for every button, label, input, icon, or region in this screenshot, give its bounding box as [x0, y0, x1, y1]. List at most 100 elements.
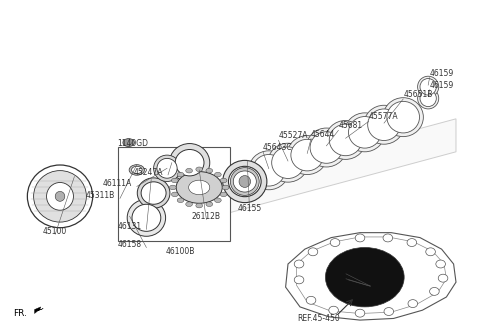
Polygon shape [35, 307, 43, 314]
Ellipse shape [383, 234, 393, 242]
Ellipse shape [438, 274, 448, 282]
Text: 45644: 45644 [311, 130, 336, 139]
Ellipse shape [123, 139, 134, 147]
Text: FR.: FR. [13, 309, 27, 317]
Ellipse shape [230, 168, 259, 195]
Ellipse shape [47, 182, 73, 210]
Text: 45651B: 45651B [403, 90, 432, 99]
Ellipse shape [418, 76, 439, 97]
Text: 26112B: 26112B [192, 212, 221, 221]
Ellipse shape [35, 172, 85, 221]
Ellipse shape [28, 166, 92, 227]
Ellipse shape [177, 172, 184, 177]
Ellipse shape [215, 198, 221, 203]
Ellipse shape [329, 306, 338, 314]
Ellipse shape [252, 154, 285, 186]
Ellipse shape [294, 276, 304, 284]
Ellipse shape [30, 168, 90, 225]
Ellipse shape [426, 248, 435, 256]
Ellipse shape [141, 182, 166, 204]
Ellipse shape [294, 260, 304, 268]
Ellipse shape [127, 199, 166, 236]
Ellipse shape [206, 202, 213, 207]
Ellipse shape [418, 88, 439, 109]
Ellipse shape [330, 239, 340, 247]
Text: 46155: 46155 [238, 204, 262, 213]
Ellipse shape [55, 191, 65, 201]
Ellipse shape [132, 204, 161, 231]
Text: 1140GD: 1140GD [118, 139, 149, 148]
Ellipse shape [228, 166, 261, 197]
Ellipse shape [272, 147, 304, 179]
Ellipse shape [220, 178, 227, 183]
Ellipse shape [408, 300, 418, 308]
Ellipse shape [430, 287, 439, 295]
Ellipse shape [129, 165, 144, 175]
Ellipse shape [177, 198, 184, 203]
Text: 46159: 46159 [430, 69, 454, 78]
Ellipse shape [27, 165, 93, 228]
Ellipse shape [348, 116, 381, 148]
Ellipse shape [171, 192, 178, 197]
Text: 45247A: 45247A [134, 168, 163, 177]
Ellipse shape [169, 185, 176, 190]
Ellipse shape [32, 170, 88, 223]
Text: 46159: 46159 [430, 81, 454, 90]
Bar [118, 147, 230, 241]
Ellipse shape [169, 144, 210, 182]
Ellipse shape [345, 113, 385, 152]
Polygon shape [286, 233, 456, 320]
Ellipse shape [436, 260, 445, 268]
Text: 46158: 46158 [118, 240, 142, 249]
Ellipse shape [175, 149, 204, 176]
Ellipse shape [306, 128, 347, 167]
Ellipse shape [223, 160, 267, 203]
Ellipse shape [157, 158, 177, 178]
Ellipse shape [387, 101, 420, 133]
Ellipse shape [407, 239, 417, 247]
Ellipse shape [222, 185, 229, 190]
Ellipse shape [206, 168, 213, 173]
Ellipse shape [383, 98, 423, 137]
Ellipse shape [220, 192, 227, 197]
Text: 45527A: 45527A [278, 131, 308, 140]
Ellipse shape [249, 151, 289, 190]
Ellipse shape [325, 120, 366, 159]
Ellipse shape [154, 155, 180, 182]
Ellipse shape [233, 171, 256, 192]
Text: 45100: 45100 [43, 227, 67, 236]
Text: 46100B: 46100B [165, 247, 195, 256]
Polygon shape [125, 119, 456, 241]
Text: REF.45-450: REF.45-450 [298, 314, 340, 323]
Ellipse shape [291, 139, 324, 171]
Ellipse shape [355, 309, 365, 317]
Ellipse shape [137, 178, 170, 208]
Ellipse shape [34, 171, 86, 222]
Ellipse shape [329, 124, 362, 156]
Ellipse shape [308, 248, 318, 256]
Ellipse shape [306, 296, 316, 304]
Ellipse shape [189, 180, 210, 195]
Text: 46131: 46131 [118, 222, 142, 231]
Ellipse shape [287, 136, 327, 175]
Ellipse shape [186, 202, 192, 207]
Ellipse shape [310, 132, 343, 163]
Text: 45643C: 45643C [263, 143, 293, 152]
Ellipse shape [239, 176, 251, 187]
Text: 45681: 45681 [338, 121, 362, 130]
Ellipse shape [268, 143, 308, 182]
Text: 45311B: 45311B [86, 191, 115, 200]
Ellipse shape [420, 90, 436, 107]
Ellipse shape [215, 172, 221, 177]
Ellipse shape [384, 308, 394, 315]
Ellipse shape [196, 167, 203, 172]
Ellipse shape [186, 168, 192, 173]
Ellipse shape [171, 178, 178, 183]
Text: 45577A: 45577A [369, 113, 398, 121]
Ellipse shape [196, 203, 203, 208]
Ellipse shape [132, 166, 142, 174]
Ellipse shape [176, 172, 222, 203]
Ellipse shape [325, 248, 404, 307]
Ellipse shape [364, 105, 404, 144]
Ellipse shape [420, 79, 436, 95]
